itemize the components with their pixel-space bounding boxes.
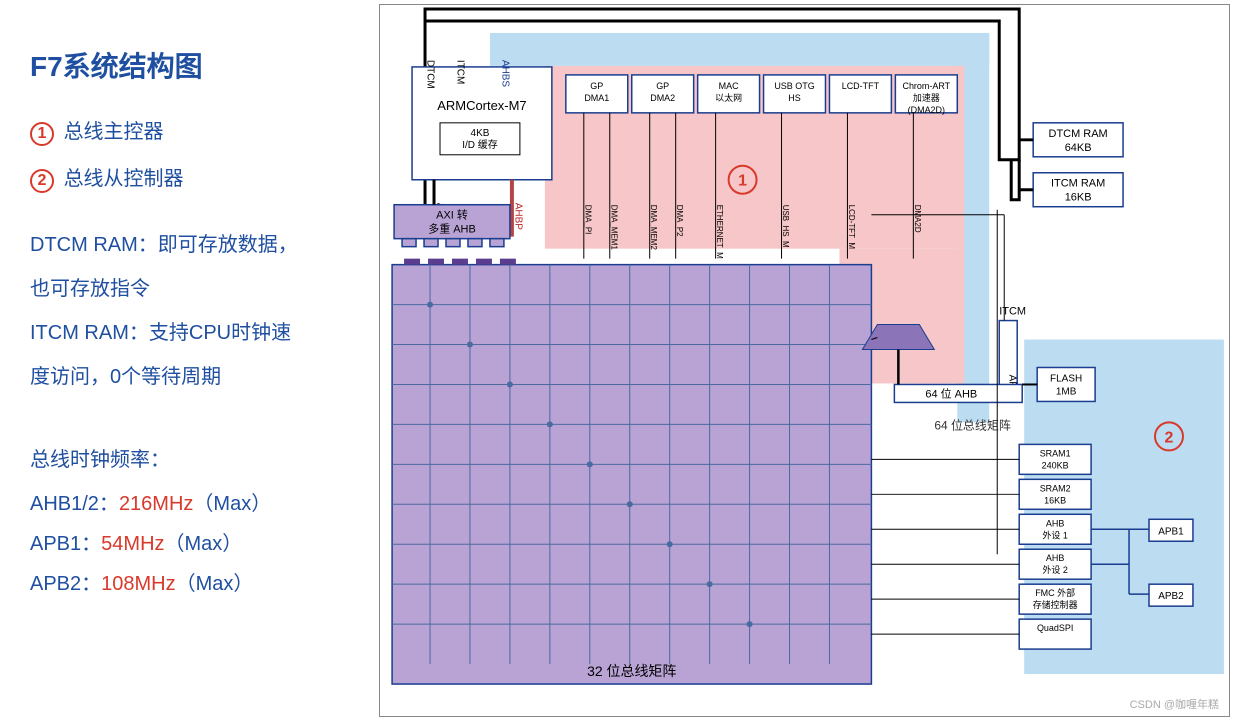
desc-dtcm-1: DTCM RAM：即可存放数据， <box>30 223 345 267</box>
svg-text:加速器: 加速器 <box>913 93 940 103</box>
page-title: F7系统结构图 <box>30 45 345 85</box>
left-panel: F7系统结构图 1 总线主控器 2 总线从控制器 DTCM RAM：即可存放数据… <box>0 0 375 721</box>
svg-text:2: 2 <box>1165 429 1174 446</box>
svg-text:DMA_MEM1: DMA_MEM1 <box>609 205 618 251</box>
svg-text:DMA1: DMA1 <box>584 93 609 103</box>
svg-text:QuadSPI: QuadSPI <box>1037 623 1073 633</box>
desc-itcm-2: 度访问，0个等待周期 <box>30 355 345 399</box>
svg-text:USB OTG: USB OTG <box>774 81 814 91</box>
ahbs-port: AHBS <box>499 60 510 87</box>
svg-text:I/D 缓存: I/D 缓存 <box>462 138 497 151</box>
svg-text:APB2: APB2 <box>1158 591 1184 602</box>
legend-num-2: 2 <box>30 169 54 193</box>
matrix32-box <box>392 265 871 684</box>
legend-master: 1 总线主控器 <box>30 115 345 146</box>
svg-text:AHB: AHB <box>1046 518 1064 528</box>
svg-text:外设 2: 外设 2 <box>1042 564 1067 575</box>
svg-text:16KB: 16KB <box>1044 495 1066 505</box>
svg-text:LCD-TFT: LCD-TFT <box>842 81 880 91</box>
svg-text:AHB: AHB <box>1046 553 1064 563</box>
svg-text:USB_HS_M: USB_HS_M <box>781 205 790 248</box>
svg-text:64KB: 64KB <box>1065 142 1092 154</box>
svg-text:DMA_PI: DMA_PI <box>583 205 592 235</box>
dtcm-port: DTCM <box>425 60 436 89</box>
svg-text:1MB: 1MB <box>1056 386 1077 397</box>
svg-text:APB1: APB1 <box>1158 526 1184 537</box>
svg-text:AXI 转: AXI 转 <box>436 208 468 222</box>
svg-text:以太网: 以太网 <box>715 92 742 103</box>
desc-block: DTCM RAM：即可存放数据， 也可存放指令 ITCM RAM：支持CPU时钟… <box>30 223 345 399</box>
svg-text:ETHERNET_M: ETHERNET_M <box>715 205 724 259</box>
svg-text:DTCM RAM: DTCM RAM <box>1049 128 1108 140</box>
legend-label-1: 总线主控器 <box>64 121 164 143</box>
svg-text:DMA_MEM2: DMA_MEM2 <box>649 205 658 251</box>
svg-text:LCD-TFT_M: LCD-TFT_M <box>847 205 856 249</box>
legend-slave: 2 总线从控制器 <box>30 162 345 193</box>
clock-apb2: APB2：108MHz（Max） <box>30 564 345 604</box>
legend-num-1: 1 <box>30 122 54 146</box>
clock-title: 总线时钟频率： <box>30 443 345 472</box>
svg-text:存储控制器: 存储控制器 <box>1033 599 1078 610</box>
watermark: CSDN @咖喱年糕 <box>1130 696 1219 712</box>
svg-text:MAC: MAC <box>719 81 739 91</box>
ahbp-port: AHBP <box>512 203 523 230</box>
svg-text:SRAM2: SRAM2 <box>1040 483 1071 493</box>
svg-text:1: 1 <box>738 173 747 190</box>
matrix32-label: 32 位总线矩阵 <box>587 663 676 679</box>
svg-text:HS: HS <box>788 93 800 103</box>
svg-text:外设 1: 外设 1 <box>1042 529 1067 540</box>
ahbs-strip <box>490 33 989 66</box>
svg-text:16KB: 16KB <box>1065 192 1092 204</box>
itcm-port: ITCM <box>454 60 465 84</box>
clock-block: 总线时钟频率： AHB1/2：216MHz（Max） APB1：54MHz（Ma… <box>30 443 345 604</box>
svg-text:DMA2D: DMA2D <box>913 205 922 233</box>
itcm-label: ITCM <box>999 306 1026 318</box>
svg-text:Chrom-ART: Chrom-ART <box>902 81 950 91</box>
clock-apb1: APB1：54MHz（Max） <box>30 524 345 564</box>
svg-text:ITCM RAM: ITCM RAM <box>1051 178 1105 190</box>
svg-text:FLASH: FLASH <box>1050 373 1082 384</box>
axi-studs <box>402 239 504 247</box>
clock-ahb: AHB1/2：216MHz（Max） <box>30 484 345 524</box>
svg-text:FMC 外部: FMC 外部 <box>1035 587 1075 598</box>
svg-text:64 位 AHB: 64 位 AHB <box>925 386 977 400</box>
svg-text:GP: GP <box>656 81 669 91</box>
svg-text:DMA_P2: DMA_P2 <box>675 205 684 237</box>
svg-text:GP: GP <box>590 81 603 91</box>
matrix64-label: 64 位总线矩阵 <box>934 417 1011 432</box>
desc-itcm-1: ITCM RAM：支持CPU时钟速 <box>30 311 345 355</box>
svg-text:240KB: 240KB <box>1042 460 1069 470</box>
matrix-top-studs <box>404 259 516 265</box>
diagram-panel: ARMCortex-M7 4KB I/D 缓存 DTCM ITCM AHBS A… <box>379 4 1230 717</box>
svg-text:DMA2: DMA2 <box>650 93 675 103</box>
svg-text:多重 AHB: 多重 AHB <box>428 222 476 236</box>
desc-dtcm-2: 也可存放指令 <box>30 267 345 311</box>
architecture-svg: ARMCortex-M7 4KB I/D 缓存 DTCM ITCM AHBS A… <box>380 5 1229 716</box>
cortex-label: ARMCortex-M7 <box>437 98 526 113</box>
svg-text:4KB: 4KB <box>471 128 490 139</box>
legend-label-2: 总线从控制器 <box>64 168 184 190</box>
svg-text:SRAM1: SRAM1 <box>1040 448 1071 458</box>
